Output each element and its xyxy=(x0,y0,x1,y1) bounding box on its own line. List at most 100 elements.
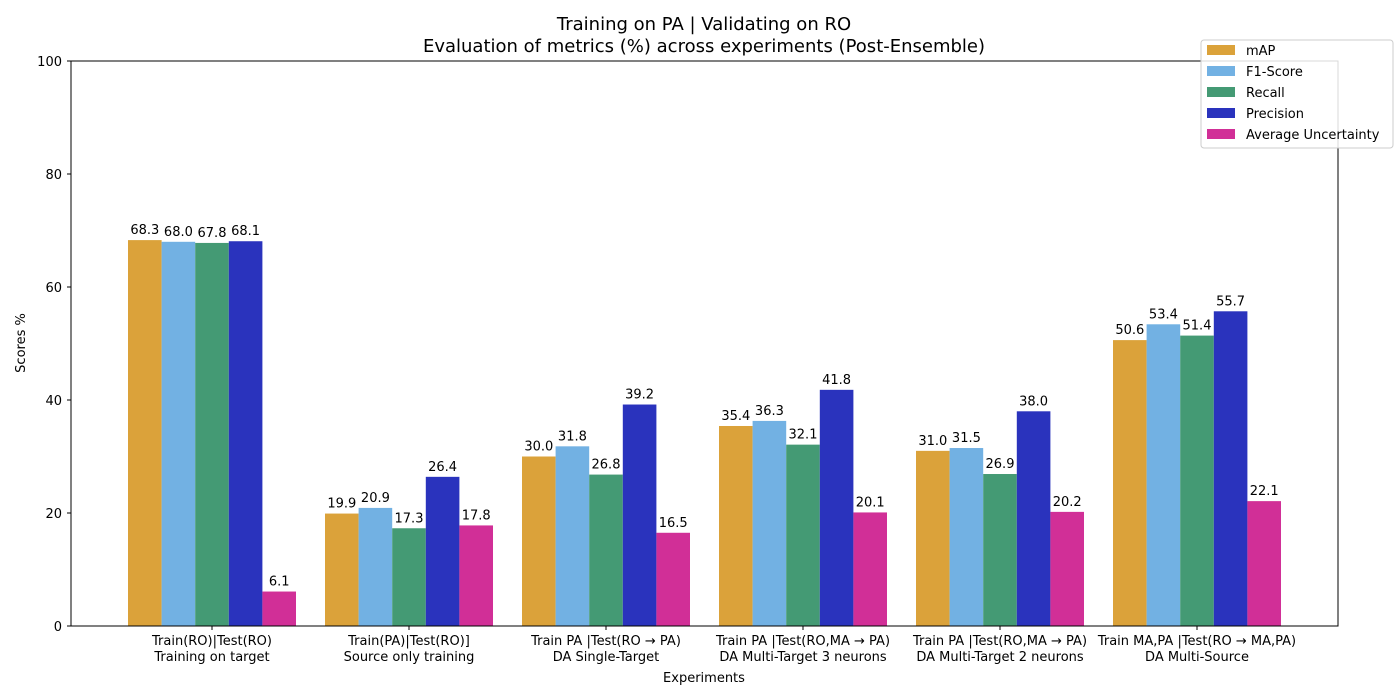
bar-value-label: 55.7 xyxy=(1216,294,1245,309)
x-tick-label: Train(PA)|Test(RO)] xyxy=(347,634,470,649)
bar-value-label: 68.0 xyxy=(164,225,193,240)
bar-value-label: 26.4 xyxy=(428,460,457,475)
bar xyxy=(1050,511,1084,626)
bar-value-label: 31.5 xyxy=(952,431,981,446)
bar-value-label: 17.8 xyxy=(462,508,491,523)
legend-label: F1-Score xyxy=(1246,65,1303,80)
x-axis-label: Experiments xyxy=(663,671,745,686)
bar-value-label: 20.9 xyxy=(361,491,390,506)
bar-value-label: 67.8 xyxy=(198,226,227,241)
x-tick-label: Train PA |Test(RO → PA) xyxy=(530,634,681,649)
legend-swatch xyxy=(1207,45,1235,55)
bar-value-label: 53.4 xyxy=(1149,307,1178,322)
x-tick-label: DA Single-Target xyxy=(553,650,660,665)
x-tick-label: Train(RO)|Test(RO) xyxy=(151,634,272,649)
bar xyxy=(656,532,690,626)
bar-value-label: 36.3 xyxy=(755,404,784,419)
bar-value-label: 39.2 xyxy=(625,388,654,403)
bar xyxy=(1146,324,1181,626)
bar-value-label: 38.0 xyxy=(1019,394,1048,409)
bar xyxy=(752,420,787,626)
bar xyxy=(853,512,887,626)
y-tick-label: 60 xyxy=(45,281,62,296)
x-tick-label: Train PA |Test(RO,MA → PA) xyxy=(715,634,890,649)
bar-value-label: 51.4 xyxy=(1183,319,1212,334)
bar xyxy=(392,528,426,626)
bar-value-label: 17.3 xyxy=(395,511,424,526)
bar-value-label: 6.1 xyxy=(269,575,290,590)
legend-label: Recall xyxy=(1246,86,1285,101)
x-tick-label: Source only training xyxy=(344,650,475,665)
bar xyxy=(819,389,854,626)
y-tick-label: 80 xyxy=(45,168,62,183)
bar xyxy=(1180,335,1214,626)
x-axis-ticks: Train(RO)|Test(RO)Training on target Trai… xyxy=(151,626,1296,665)
bar xyxy=(786,444,820,626)
x-tick-label: DA Multi-Source xyxy=(1145,650,1249,665)
bar-value-label: 30.0 xyxy=(524,440,553,455)
bar-value-label: 16.5 xyxy=(659,516,688,531)
bar-value-label: 31.0 xyxy=(918,434,947,449)
bar xyxy=(719,425,753,626)
bar xyxy=(325,513,359,626)
bar-labels-group: 68.3 19.9 30.0 35.4 31.0 50.6 68.0 20.9 31.8 36.3… xyxy=(130,223,1278,589)
bar xyxy=(622,404,657,626)
bar xyxy=(262,591,296,626)
bar-value-label: 68.3 xyxy=(130,223,159,238)
bar-value-label: 41.8 xyxy=(822,373,851,388)
bar xyxy=(128,240,162,627)
bar xyxy=(228,241,263,627)
legend-box xyxy=(1200,39,1394,149)
bar xyxy=(522,456,556,626)
bar xyxy=(589,474,623,626)
bar xyxy=(195,242,229,626)
bar xyxy=(358,507,393,626)
bar xyxy=(1016,411,1051,626)
bar-value-label: 20.2 xyxy=(1053,495,1082,510)
legend-label: mAP xyxy=(1246,44,1276,59)
legend-label: Precision xyxy=(1246,107,1304,122)
bar xyxy=(459,525,493,626)
bar-value-label: 68.1 xyxy=(231,224,260,239)
legend: mAP F1-Score Recall Precision Average Uncert… xyxy=(1200,39,1394,149)
bar-value-label: 50.6 xyxy=(1115,323,1144,338)
chart-title: Training on PA | Validating on RO xyxy=(556,14,851,35)
y-tick-label: 100 xyxy=(37,55,62,70)
legend-swatch xyxy=(1207,66,1235,76)
bar xyxy=(555,446,590,626)
bar xyxy=(949,448,984,626)
x-tick-label: DA Multi-Target 3 neurons xyxy=(719,650,887,665)
bar xyxy=(1213,311,1248,626)
bars-group xyxy=(128,240,1281,627)
bar-value-label: 22.1 xyxy=(1250,484,1279,499)
bar-value-label: 26.9 xyxy=(986,457,1015,472)
bar xyxy=(425,476,460,626)
legend-label: Average Uncertainty xyxy=(1246,128,1380,143)
bar-value-label: 31.8 xyxy=(558,429,587,444)
bar xyxy=(1247,501,1281,626)
x-tick-label: Train PA |Test(RO,MA → PA) xyxy=(912,634,1087,649)
legend-swatch xyxy=(1207,108,1235,118)
y-tick-label: 40 xyxy=(45,394,62,409)
bar-value-label: 35.4 xyxy=(721,409,750,424)
y-tick-label: 0 xyxy=(54,620,62,635)
x-tick-label: Train MA,PA |Test(RO → MA,PA) xyxy=(1097,634,1296,649)
bar xyxy=(1113,340,1147,626)
bar-value-label: 19.9 xyxy=(327,497,356,512)
y-axis-ticks: 0 20 40 60 80 100 xyxy=(37,55,71,635)
bar-value-label: 20.1 xyxy=(856,495,885,510)
bar-value-label: 32.1 xyxy=(789,428,818,443)
x-tick-label: Training on target xyxy=(153,650,269,665)
bar xyxy=(916,450,950,626)
bar xyxy=(983,474,1017,626)
plot-frame xyxy=(70,60,1339,627)
bar xyxy=(161,241,196,627)
x-tick-label: DA Multi-Target 2 neurons xyxy=(916,650,1084,665)
legend-swatch xyxy=(1207,129,1235,139)
chart-subtitle: Evaluation of metrics (%) across experim… xyxy=(423,36,985,57)
legend-swatch xyxy=(1207,87,1235,97)
y-tick-label: 20 xyxy=(45,507,62,522)
y-axis-label: Scores % xyxy=(14,313,29,373)
bar-value-label: 26.8 xyxy=(592,458,621,473)
